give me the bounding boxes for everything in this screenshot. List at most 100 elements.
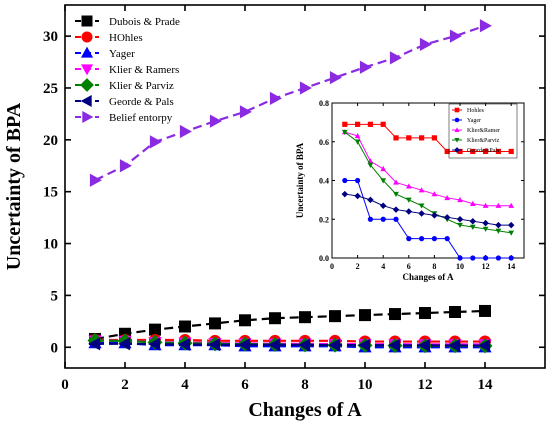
data-point xyxy=(354,132,361,139)
data-point xyxy=(389,308,401,321)
inset-chart: 0 2 4 6 8 10 12 14 0.0 0.2 0.4 0.6 0.8 Changes of A Un… xyxy=(295,99,525,282)
data-point xyxy=(418,203,425,209)
x-tick-label: 0 xyxy=(61,377,69,393)
legend-item: Klier&Parviz xyxy=(452,138,500,144)
y-tick-label: 15 xyxy=(43,185,58,201)
x-tick-label: 2 xyxy=(356,262,360,271)
data-point xyxy=(393,135,399,141)
data-point xyxy=(379,202,387,209)
legend-marker xyxy=(454,127,460,132)
data-point xyxy=(444,194,451,201)
data-point xyxy=(88,337,101,351)
data-point xyxy=(238,338,251,352)
series-georde-pals xyxy=(341,190,515,229)
y-tick-label: 0.2 xyxy=(319,215,329,224)
data-point xyxy=(508,255,514,261)
data-point xyxy=(418,338,431,352)
data-point xyxy=(457,222,463,229)
data-point xyxy=(341,190,349,198)
x-axis: 0 2 4 6 8 10 12 14 xyxy=(330,103,515,271)
data-point xyxy=(299,311,311,324)
data-point xyxy=(457,255,463,261)
legend-label: Klier&Ramer xyxy=(467,128,500,134)
series-georde-pals xyxy=(88,337,491,353)
legend-marker xyxy=(454,138,460,143)
data-point xyxy=(405,183,412,189)
data-point xyxy=(405,197,412,203)
series-belief-entorpy xyxy=(89,19,492,187)
legend-marker xyxy=(81,31,93,43)
legend-label: Dubois & Prade xyxy=(109,16,180,28)
legend-item: Yager xyxy=(75,46,135,60)
data-point xyxy=(359,309,371,322)
data-point xyxy=(354,192,361,200)
data-point xyxy=(478,338,491,353)
data-point xyxy=(148,337,161,351)
data-point xyxy=(119,159,132,173)
legend: Dubois & Prade HOhles Yager Klier & Ramers K… xyxy=(75,15,180,124)
data-point xyxy=(268,338,281,352)
y-tick-label: 20 xyxy=(43,133,58,149)
legend-item: HOhles xyxy=(75,31,143,44)
data-point xyxy=(482,219,489,227)
data-point xyxy=(358,338,371,352)
data-point xyxy=(209,317,221,330)
data-point xyxy=(329,71,342,85)
data-point xyxy=(448,338,461,353)
data-point xyxy=(178,337,191,352)
legend-label: HOhles xyxy=(109,32,143,44)
data-point xyxy=(470,148,476,155)
series-yager xyxy=(342,177,514,261)
data-point xyxy=(495,228,502,234)
data-point xyxy=(508,230,515,236)
data-point xyxy=(355,121,361,127)
data-point xyxy=(149,135,162,149)
data-point xyxy=(367,162,374,168)
data-point xyxy=(444,236,450,242)
data-point xyxy=(457,196,463,203)
x-tick-label: 4 xyxy=(381,262,385,271)
data-point xyxy=(419,236,425,242)
data-point xyxy=(483,255,489,261)
legend-item: Klier & Ramers xyxy=(75,64,179,76)
x-tick-label: 12 xyxy=(418,377,433,393)
x-tick-label: 14 xyxy=(507,262,515,271)
data-point xyxy=(179,320,191,333)
legend: Hohles Yager Klier&Ramer Klier&Parviz Georde… xyxy=(448,103,518,159)
legend-item: Klier&Ramer xyxy=(452,127,500,134)
x-tick-label: 0 xyxy=(330,262,334,271)
data-point xyxy=(239,105,252,119)
y-tick-label: 30 xyxy=(43,29,58,45)
data-point xyxy=(507,221,515,229)
data-point xyxy=(449,305,461,318)
data-point xyxy=(389,51,402,65)
data-point xyxy=(456,216,464,223)
data-point xyxy=(342,121,348,127)
y-axis-title: Uncertainty of BPA xyxy=(295,142,305,218)
data-point xyxy=(495,202,502,208)
legend-box xyxy=(448,103,518,159)
data-point xyxy=(431,212,438,219)
data-point xyxy=(418,210,425,217)
y-tick-label: 5 xyxy=(51,288,59,304)
data-point xyxy=(495,221,502,229)
data-point xyxy=(328,338,341,352)
legend-label: Hohles xyxy=(467,108,485,114)
data-point xyxy=(469,224,476,230)
y-axis-title: Uncertainty of BPA xyxy=(3,102,25,270)
data-point xyxy=(470,255,476,261)
x-tick-label: 8 xyxy=(432,262,436,271)
legend-item: Klier & Parviz xyxy=(75,78,174,92)
data-point xyxy=(269,312,281,325)
data-point xyxy=(495,148,501,155)
data-point xyxy=(179,124,192,139)
legend-label: Klier&Parviz xyxy=(467,138,500,144)
legend-label: Klier & Ramers xyxy=(109,64,179,76)
x-axis-title: Changes of A xyxy=(248,399,362,421)
legend-marker xyxy=(81,15,93,27)
data-point xyxy=(443,214,451,221)
x-tick-label: 10 xyxy=(456,262,464,271)
x-axis: 0 2 4 6 8 10 12 14 xyxy=(61,5,493,393)
